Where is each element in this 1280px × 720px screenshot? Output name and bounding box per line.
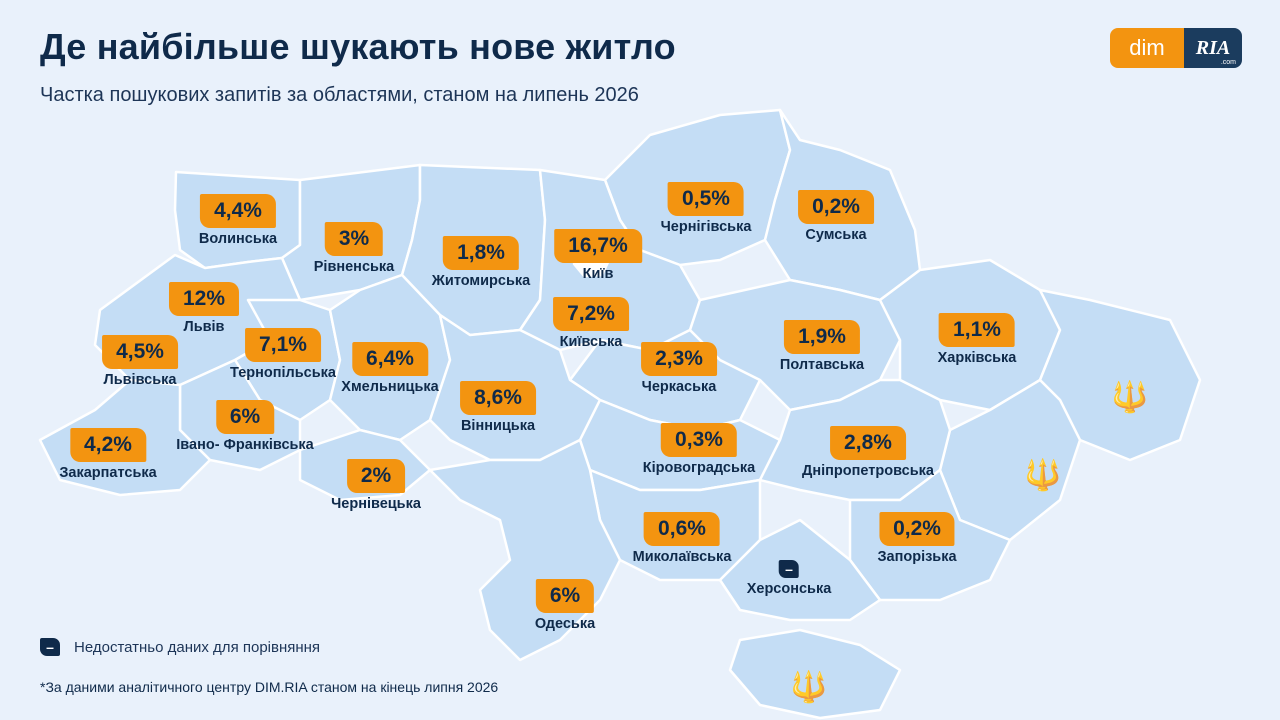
region-name: Київ	[582, 266, 614, 282]
region-chernihivska: 0,5% Чернігівська	[660, 182, 752, 235]
region-odeska: 6% Одеська	[535, 579, 595, 632]
region-value-badge: 2%	[346, 459, 406, 493]
region-name: Волинська	[198, 231, 278, 247]
region-value-badge: 6,4%	[352, 342, 428, 376]
region-khmelnytska: 6,4% Хмельницька	[341, 342, 439, 395]
region-name: Полтавська	[779, 357, 865, 373]
region-kyiv-city: 16,7% Київ	[554, 229, 642, 282]
region-value-badge: 6%	[535, 579, 595, 613]
region-value-badge: 0,2%	[879, 512, 955, 546]
region-lvivska: 4,5% Львівська	[102, 335, 178, 388]
region-name: Кіровоградська	[642, 460, 756, 476]
region-khersonska: – Херсонська	[746, 560, 832, 597]
region-name: Івано- Франківська	[176, 437, 314, 453]
footnote: *За даними аналітичного центру DIM.RIA с…	[40, 679, 499, 695]
region-name: Закарпатська	[59, 465, 157, 481]
region-volynska: 4,4% Волинська	[199, 194, 277, 247]
ukraine-trident-icon: 🔱	[790, 671, 828, 704]
region-name: Чернігівська	[660, 219, 752, 235]
region-value-badge: 7,1%	[245, 328, 321, 362]
region-ivano-frankivska: 6% Івано- Франківська	[176, 400, 314, 453]
region-value-badge: 7,2%	[553, 297, 629, 331]
ukraine-trident-icon: 🔱	[1024, 459, 1062, 492]
region-zakarpatska: 4,2% Закарпатська	[59, 428, 157, 481]
region-value-badge: 16,7%	[554, 229, 642, 263]
region-value-badge: 2,3%	[641, 342, 717, 376]
region-value-badge: 1,1%	[939, 313, 1015, 347]
region-value-badge: 4,2%	[70, 428, 146, 462]
region-name: Львівська	[103, 372, 177, 388]
region-zhytomyrska: 1,8% Житомирська	[432, 236, 530, 289]
region-value-badge: 4,4%	[200, 194, 276, 228]
region-value-badge: 3%	[324, 222, 384, 256]
region-lviv-city: 12% Львів	[168, 282, 240, 335]
legend-text: Недостатньо даних для порівняння	[74, 638, 321, 656]
legend: – Недостатньо даних для порівняння	[40, 638, 320, 656]
region-kyivska: 7,2% Київська	[553, 297, 629, 350]
region-name: Вінницька	[460, 418, 536, 434]
region-name: Запорізька	[877, 549, 957, 565]
region-name: Рівненська	[313, 259, 395, 275]
region-dnipropetrovska: 2,8% Дніпропетровська	[802, 426, 934, 479]
legend-no-data-icon: –	[40, 638, 60, 656]
logo-dim-part: dim	[1110, 28, 1184, 68]
page-title: Де найбільше шукають нове житло	[40, 26, 676, 67]
region-ternopilska: 7,1% Тернопільська	[230, 328, 336, 381]
region-value-badge: 0,2%	[798, 190, 874, 224]
region-name: Житомирська	[431, 273, 531, 289]
region-name: Сумська	[805, 227, 867, 243]
region-value-badge: 1,9%	[784, 320, 860, 354]
region-chernivetska: 2% Чернівецька	[331, 459, 421, 512]
region-kharkivska: 1,1% Харківська	[937, 313, 1017, 366]
region-rivnenska: 3% Рівненська	[313, 222, 395, 275]
region-name: Херсонська	[746, 581, 832, 597]
region-value-badge: 0,5%	[668, 182, 744, 216]
region-cherkaska: 2,3% Черкаська	[641, 342, 717, 395]
region-value-badge: 2,8%	[830, 426, 906, 460]
region-value-badge: 0,6%	[644, 512, 720, 546]
region-kirovohradska: 0,3% Кіровоградська	[643, 423, 755, 476]
region-value-badge: 8,6%	[460, 381, 536, 415]
region-name: Дніпропетровська	[802, 463, 934, 479]
region-sumska: 0,2% Сумська	[798, 190, 874, 243]
region-shape-kherson	[718, 518, 882, 622]
region-name: Тернопільська	[230, 365, 336, 381]
dim-ria-logo[interactable]: dim RIA .com	[1110, 28, 1242, 68]
region-name: Хмельницька	[341, 379, 439, 395]
region-mykolaivska: 0,6% Миколаївська	[632, 512, 732, 565]
page-subtitle: Частка пошукових запитів за областями, с…	[40, 84, 639, 106]
region-shape-crimea	[728, 628, 902, 720]
region-name: Харківська	[937, 350, 1017, 366]
region-vinnytska: 8,6% Вінницька	[460, 381, 536, 434]
region-name: Львів	[183, 319, 225, 335]
region-name: Черкаська	[641, 379, 717, 395]
region-name: Одеська	[534, 616, 596, 632]
region-value-badge: 0,3%	[661, 423, 737, 457]
region-shape-luhansk	[1038, 288, 1202, 462]
logo-domain: .com	[1220, 59, 1236, 66]
region-value-badge: 6%	[215, 400, 275, 434]
logo-ria-part: RIA .com	[1184, 28, 1242, 68]
region-name: Київська	[559, 334, 623, 350]
region-value-badge: 12%	[168, 282, 240, 316]
region-name: Миколаївська	[632, 549, 732, 565]
region-value-badge: 4,5%	[102, 335, 178, 369]
region-name: Чернівецька	[331, 496, 421, 512]
region-zaporizka: 0,2% Запорізька	[877, 512, 957, 565]
region-poltavska: 1,9% Полтавська	[780, 320, 864, 373]
ukraine-trident-icon: 🔱	[1111, 381, 1149, 414]
region-value-badge: 1,8%	[443, 236, 519, 270]
logo-ria-text: RIA	[1195, 36, 1231, 59]
no-data-badge: –	[778, 560, 799, 578]
